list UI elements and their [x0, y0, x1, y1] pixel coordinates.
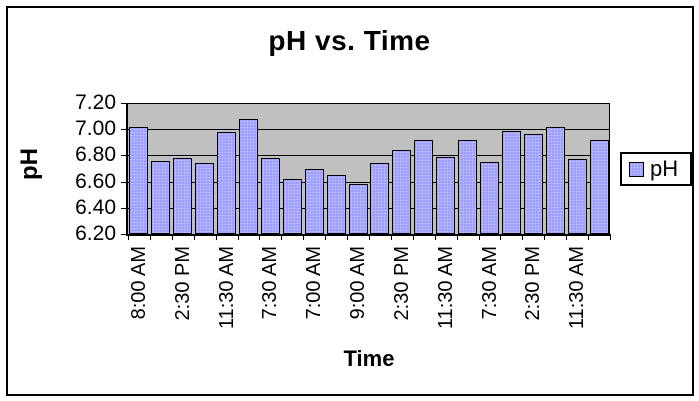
x-tick: [610, 236, 611, 240]
y-tick-label: 6.60: [75, 170, 116, 193]
bar: [458, 140, 477, 234]
y-tick-label: 6.20: [75, 222, 116, 245]
bar: [283, 179, 302, 234]
y-tick-label: 6.80: [75, 143, 116, 166]
x-tick: [128, 236, 129, 240]
x-tick-label: 7:00 AM: [303, 246, 325, 320]
bar: [480, 162, 499, 234]
x-tick: [435, 236, 436, 240]
x-tick: [150, 236, 151, 240]
y-tick-label: 6.40: [75, 196, 116, 219]
x-tick: [172, 236, 173, 240]
y-tick: [121, 129, 127, 130]
y-tick: [121, 103, 127, 104]
bar: [370, 163, 389, 234]
gridline: [128, 129, 610, 130]
x-axis-line: [126, 234, 611, 236]
plot-area: [128, 103, 610, 234]
x-tick: [522, 236, 523, 240]
bar: [568, 159, 587, 234]
y-tick-label: 7.20: [75, 91, 116, 114]
y-tick: [121, 182, 127, 183]
x-tick: [479, 236, 480, 240]
x-tick: [194, 236, 195, 240]
legend-swatch-ph: [629, 161, 644, 177]
gridline: [128, 208, 610, 209]
bar: [173, 158, 192, 234]
bar: [327, 175, 346, 234]
x-tick-label: 2:30 PM: [522, 246, 544, 321]
plot-right-border: [609, 103, 610, 234]
x-tick-label: 11:30 AM: [435, 246, 457, 330]
x-tick: [259, 236, 260, 240]
chart-title: pH vs. Time: [268, 25, 431, 56]
bar: [349, 184, 368, 234]
bar: [524, 134, 543, 234]
y-tick: [121, 234, 127, 235]
legend-label-ph: pH: [650, 156, 679, 181]
x-tick: [500, 236, 501, 240]
x-tick-label: 11:30 AM: [216, 246, 238, 330]
y-axis-title: pH: [16, 148, 43, 180]
x-tick-label: 2:30 PM: [172, 246, 194, 321]
x-tick: [216, 236, 217, 240]
gridline: [128, 182, 610, 183]
x-tick: [391, 236, 392, 240]
bar: [502, 131, 521, 234]
x-tick-label: 7:30 AM: [259, 246, 281, 320]
x-tick-label: 11:30 AM: [566, 246, 588, 330]
gridline: [128, 155, 610, 156]
x-tick: [566, 236, 567, 240]
bar: [392, 150, 411, 234]
x-tick: [369, 236, 370, 240]
bar: [546, 127, 565, 234]
x-tick: [281, 236, 282, 240]
bar: [129, 127, 148, 234]
x-tick-label: 9:00 AM: [347, 246, 369, 320]
x-tick-label: 2:30 PM: [391, 246, 413, 321]
y-tick: [121, 208, 127, 209]
x-tick-label: 8:00 AM: [128, 246, 150, 320]
y-tick-label: 7.00: [75, 117, 116, 140]
x-axis-title: Time: [343, 346, 395, 371]
x-tick: [325, 236, 326, 240]
bar: [590, 140, 609, 234]
x-tick: [588, 236, 589, 240]
bar: [261, 158, 280, 234]
x-tick: [457, 236, 458, 240]
bar: [239, 119, 258, 234]
x-tick-label: 7:30 AM: [479, 246, 501, 320]
bar: [217, 132, 236, 234]
y-axis-line: [126, 103, 128, 236]
bar: [305, 169, 324, 234]
x-tick: [413, 236, 414, 240]
bar: [195, 163, 214, 234]
x-tick: [303, 236, 304, 240]
y-tick: [121, 155, 127, 156]
bar: [414, 140, 433, 234]
bar: [151, 161, 170, 234]
legend: pH: [620, 152, 692, 186]
x-tick: [544, 236, 545, 240]
chart-frame-border: [6, 6, 694, 396]
x-tick: [347, 236, 348, 240]
gridline: [128, 103, 610, 104]
x-tick: [238, 236, 239, 240]
bar: [436, 157, 455, 234]
